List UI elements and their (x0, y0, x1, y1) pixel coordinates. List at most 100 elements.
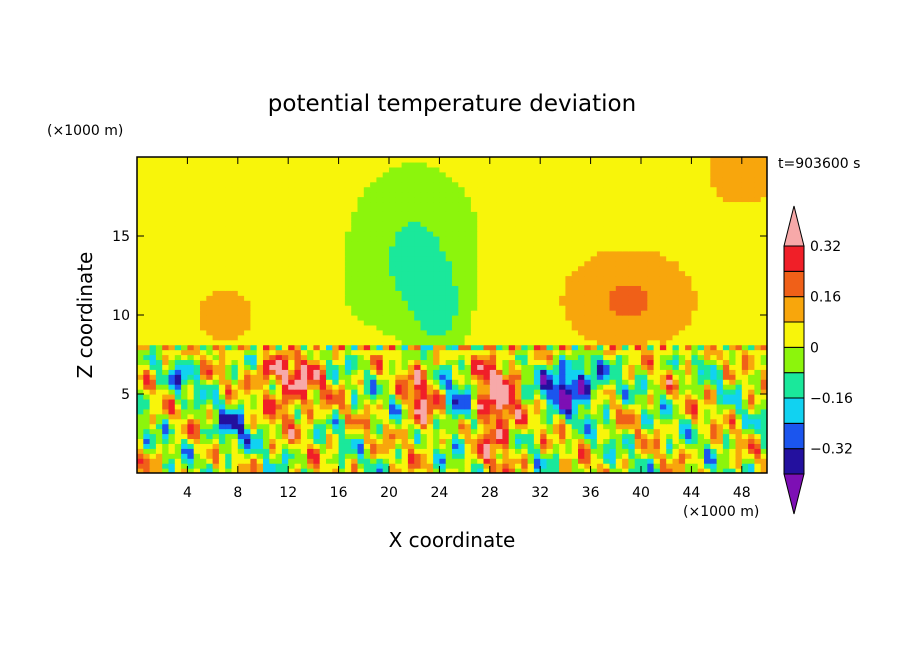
contour-cell (641, 364, 648, 370)
contour-cell (622, 231, 629, 237)
contour-cell (326, 408, 333, 415)
contour-cell (590, 275, 598, 282)
contour-cell (338, 354, 346, 361)
contour-cell (666, 339, 674, 346)
contour-cell (678, 364, 686, 370)
contour-cell (710, 374, 718, 380)
contour-cell (433, 300, 440, 306)
contour-cell (647, 418, 655, 425)
contour-cell (533, 315, 541, 321)
contour-cell (218, 359, 226, 365)
contour-cell (634, 295, 642, 301)
contour-cell (565, 310, 573, 316)
contour-cell (275, 349, 283, 356)
contour-cell (155, 236, 163, 242)
contour-cell (370, 403, 377, 410)
contour-cell (376, 374, 384, 380)
contour-cell (609, 280, 617, 286)
contour-cell (426, 226, 434, 232)
contour-cell (685, 349, 692, 356)
contour-cell (760, 423, 767, 430)
contour-cell (477, 384, 485, 390)
contour-cell (722, 413, 730, 420)
contour-cell (433, 245, 440, 252)
contour-cell (137, 255, 144, 262)
contour-cell (300, 438, 308, 444)
contour-cell (338, 305, 346, 311)
contour-cell (414, 458, 422, 464)
contour-cell (464, 270, 472, 277)
contour-cell (464, 384, 472, 390)
contour-cell (496, 394, 503, 400)
contour-cell (212, 315, 220, 321)
contour-cell (351, 443, 359, 449)
contour-cell (155, 408, 163, 415)
contour-cell (659, 438, 667, 444)
contour-cell (521, 315, 529, 321)
contour-cell (319, 300, 327, 306)
contour-cell (407, 344, 415, 351)
contour-cell (722, 339, 730, 346)
contour-cell (218, 334, 226, 341)
contour-cell (174, 384, 182, 390)
contour-cell (137, 369, 144, 375)
contour-cell (704, 344, 711, 351)
contour-cell (735, 250, 743, 257)
contour-cell (231, 398, 239, 405)
contour-cell (281, 231, 289, 237)
contour-cell (521, 245, 529, 252)
contour-cell (489, 359, 497, 365)
contour-cell (181, 398, 188, 405)
contour-cell (666, 359, 674, 365)
contour-cell (458, 408, 466, 415)
contour-cell (244, 295, 251, 301)
contour-cell (647, 250, 655, 257)
contour-cell (231, 359, 239, 365)
contour-cell (200, 260, 207, 267)
contour-cell (483, 453, 491, 459)
contour-cell (137, 315, 144, 321)
contour-cell (527, 260, 535, 267)
contour-cell (162, 285, 170, 291)
contour-cell (288, 240, 296, 247)
contour-cell (344, 245, 352, 252)
contour-cell (704, 329, 711, 336)
contour-cell (760, 418, 767, 425)
contour-cell (729, 310, 737, 316)
contour-cell (515, 310, 522, 316)
contour-cell (426, 245, 434, 252)
contour-cell (250, 285, 258, 291)
contour-cell (420, 403, 428, 410)
contour-cell (200, 349, 207, 356)
contour-cell (615, 384, 623, 390)
contour-cell (615, 398, 623, 405)
contour-cell (307, 389, 314, 395)
contour-cell (502, 245, 510, 252)
contour-cell (697, 389, 705, 395)
contour-cell (155, 423, 163, 430)
contour-cell (407, 468, 415, 473)
contour-cell (540, 438, 548, 444)
contour-cell (571, 285, 579, 291)
contour-cell (137, 310, 144, 316)
contour-cell (137, 428, 144, 435)
contour-cell (212, 374, 220, 380)
contour-cell (225, 255, 233, 262)
contour-cell (477, 369, 485, 375)
contour-cell (174, 240, 182, 247)
contour-cell (313, 413, 321, 420)
contour-cell (420, 418, 428, 425)
contour-cell (155, 443, 163, 449)
contour-cell (653, 255, 661, 262)
contour-cell (546, 226, 554, 232)
contour-cell (716, 334, 724, 341)
contour-cell (628, 260, 636, 267)
contour-cell (143, 374, 151, 380)
contour-cell (760, 295, 767, 301)
contour-cell (281, 468, 289, 473)
contour-cell (414, 453, 422, 459)
contour-cell (615, 324, 623, 331)
contour-cell (143, 236, 151, 242)
contour-cell (546, 423, 554, 430)
contour-cell (263, 310, 270, 316)
